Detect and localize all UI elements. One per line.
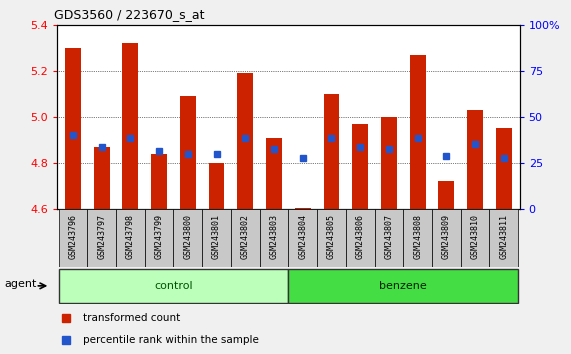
Bar [180,96,196,209]
FancyBboxPatch shape [144,209,174,267]
Text: GSM243809: GSM243809 [442,213,451,258]
FancyBboxPatch shape [288,209,317,267]
Text: GDS3560 / 223670_s_at: GDS3560 / 223670_s_at [54,8,205,21]
Text: GSM243811: GSM243811 [499,213,508,258]
Bar [295,208,311,209]
Bar [410,55,425,209]
Text: percentile rank within the sample: percentile rank within the sample [83,335,259,345]
FancyBboxPatch shape [317,209,346,267]
FancyBboxPatch shape [231,209,260,267]
FancyBboxPatch shape [174,209,202,267]
FancyBboxPatch shape [432,209,461,267]
Text: GSM243799: GSM243799 [155,213,163,258]
Text: GSM243804: GSM243804 [298,213,307,258]
FancyBboxPatch shape [346,209,375,267]
Bar [352,124,368,209]
Text: GSM243807: GSM243807 [384,213,393,258]
Bar [324,94,339,209]
Bar [151,154,167,209]
FancyBboxPatch shape [87,209,116,267]
Text: GSM243805: GSM243805 [327,213,336,258]
FancyBboxPatch shape [403,209,432,267]
FancyBboxPatch shape [59,269,288,303]
FancyBboxPatch shape [461,209,489,267]
Bar [266,137,282,209]
Text: GSM243802: GSM243802 [241,213,250,258]
Text: benzene: benzene [379,281,427,291]
Bar [208,163,224,209]
Text: GSM243798: GSM243798 [126,213,135,258]
Bar [467,110,483,209]
Bar [238,73,253,209]
FancyBboxPatch shape [375,209,403,267]
Text: GSM243806: GSM243806 [356,213,365,258]
Text: GSM243796: GSM243796 [69,213,78,258]
FancyBboxPatch shape [116,209,144,267]
Text: GSM243801: GSM243801 [212,213,221,258]
Bar [65,48,81,209]
Text: GSM243797: GSM243797 [97,213,106,258]
Text: GSM243808: GSM243808 [413,213,422,258]
FancyBboxPatch shape [59,209,87,267]
Text: GSM243800: GSM243800 [183,213,192,258]
Text: GSM243810: GSM243810 [471,213,480,258]
Bar [381,117,397,209]
Text: transformed count: transformed count [83,313,180,323]
Text: agent: agent [5,279,37,289]
FancyBboxPatch shape [288,269,518,303]
FancyBboxPatch shape [202,209,231,267]
Text: control: control [154,281,193,291]
Bar [94,147,110,209]
FancyBboxPatch shape [260,209,288,267]
Bar [496,128,512,209]
FancyBboxPatch shape [489,209,518,267]
Bar [439,181,455,209]
Bar [122,43,138,209]
Text: GSM243803: GSM243803 [270,213,279,258]
